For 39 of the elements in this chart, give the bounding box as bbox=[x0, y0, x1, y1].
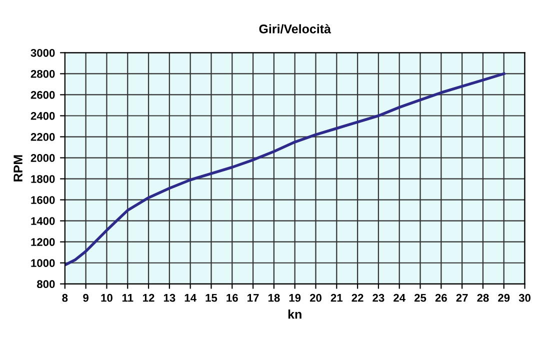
x-axis-title: kn bbox=[288, 310, 302, 319]
x-tick-label: 18 bbox=[268, 294, 280, 302]
x-tick-label: 22 bbox=[352, 294, 364, 302]
y-tick-label: 2800 bbox=[30, 70, 55, 78]
y-tick-label: 2600 bbox=[30, 91, 55, 99]
x-tick-label: 28 bbox=[477, 294, 489, 302]
y-tick-label: 1200 bbox=[31, 238, 55, 246]
y-axis-title: RPM bbox=[14, 155, 22, 182]
y-tick-label: 1600 bbox=[31, 196, 55, 204]
x-tick-label: 8 bbox=[62, 294, 68, 302]
y-tick-label: 2000 bbox=[30, 154, 55, 162]
y-tick-label: 1000 bbox=[31, 259, 55, 268]
y-tick-label: 1400 bbox=[31, 217, 55, 225]
x-tick-label: 16 bbox=[226, 294, 238, 302]
x-tick-label: 14 bbox=[184, 294, 196, 302]
x-tick-label: 12 bbox=[143, 294, 154, 302]
x-tick-label: 25 bbox=[414, 294, 426, 302]
x-tick-label: 24 bbox=[394, 294, 406, 302]
x-tick-label: 27 bbox=[456, 294, 468, 302]
x-tick-label: 29 bbox=[498, 294, 510, 302]
x-tick-label: 17 bbox=[248, 294, 259, 302]
y-tick-label: 2400 bbox=[30, 112, 55, 120]
x-tick-label: 13 bbox=[164, 294, 176, 302]
line-series bbox=[64, 72, 506, 266]
x-tick-label: 9 bbox=[83, 294, 88, 302]
x-tick-label: 21 bbox=[330, 294, 343, 302]
x-tick-label: 11 bbox=[122, 294, 134, 302]
y-tick-label: 800 bbox=[37, 280, 55, 288]
x-tick-label: 10 bbox=[101, 294, 112, 302]
x-tick-label: 20 bbox=[310, 294, 322, 302]
x-tick-label: 23 bbox=[372, 294, 384, 302]
y-tick-label: 3000 bbox=[30, 48, 55, 57]
x-tick-label: 15 bbox=[206, 294, 218, 302]
chart-title: Giri/Velocità bbox=[259, 24, 332, 34]
y-tick-label: 1800 bbox=[31, 175, 55, 183]
y-tick-label: 2200 bbox=[30, 133, 55, 141]
x-tick-label: 30 bbox=[518, 294, 530, 302]
x-tick-label: 19 bbox=[289, 294, 301, 302]
x-tick-label: 26 bbox=[435, 294, 447, 302]
